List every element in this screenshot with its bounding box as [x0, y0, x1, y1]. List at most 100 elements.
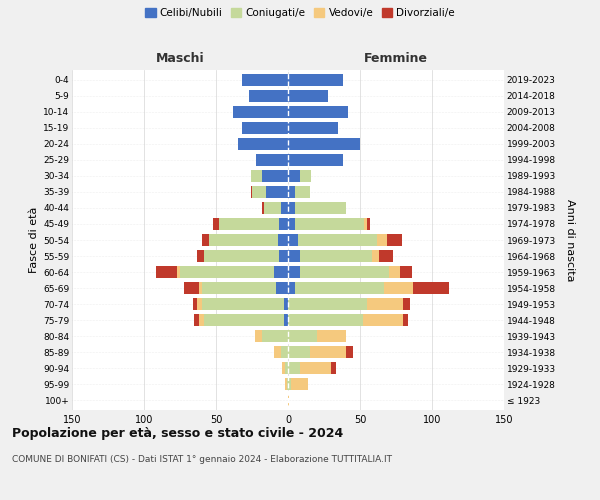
- Bar: [363, 314, 403, 326]
- Y-axis label: Fasce di età: Fasce di età: [29, 207, 39, 273]
- Bar: [346, 346, 353, 358]
- Bar: [199, 282, 202, 294]
- Bar: [202, 282, 277, 294]
- Bar: [288, 138, 360, 150]
- Bar: [202, 298, 284, 310]
- Bar: [251, 186, 252, 198]
- Bar: [249, 90, 288, 102]
- Bar: [155, 266, 177, 278]
- Bar: [242, 122, 288, 134]
- Bar: [288, 314, 363, 326]
- Bar: [364, 218, 367, 230]
- Bar: [295, 202, 346, 214]
- Legend: Celibi/Nubili, Coniugati/e, Vedovi/e, Divorziali/e: Celibi/Nubili, Coniugati/e, Vedovi/e, Di…: [145, 8, 455, 18]
- Bar: [177, 266, 180, 278]
- Bar: [288, 362, 299, 374]
- Bar: [288, 234, 298, 246]
- Bar: [403, 298, 410, 310]
- Bar: [284, 314, 288, 326]
- Bar: [284, 298, 288, 310]
- Bar: [310, 346, 346, 358]
- Bar: [288, 250, 299, 262]
- Bar: [238, 138, 288, 150]
- Text: COMUNE DI BONIFATI (CS) - Dati ISTAT 1° gennaio 2024 - Elaborazione TUTTITALIA.I: COMUNE DI BONIFATI (CS) - Dati ISTAT 1° …: [12, 455, 392, 464]
- Bar: [202, 234, 209, 246]
- Bar: [282, 362, 285, 374]
- Bar: [199, 314, 205, 326]
- Bar: [262, 170, 288, 182]
- Bar: [280, 250, 288, 262]
- Bar: [288, 394, 289, 406]
- Bar: [288, 186, 295, 198]
- Bar: [288, 282, 295, 294]
- Bar: [288, 122, 338, 134]
- Bar: [278, 234, 288, 246]
- Bar: [413, 282, 449, 294]
- Bar: [274, 346, 281, 358]
- Bar: [197, 250, 205, 262]
- Bar: [288, 346, 310, 358]
- Bar: [277, 282, 288, 294]
- Bar: [295, 282, 385, 294]
- Bar: [251, 170, 262, 182]
- Bar: [389, 266, 400, 278]
- Bar: [287, 378, 288, 390]
- Bar: [299, 170, 311, 182]
- Bar: [205, 250, 280, 262]
- Bar: [371, 250, 379, 262]
- Bar: [295, 186, 310, 198]
- Bar: [299, 250, 371, 262]
- Bar: [184, 282, 199, 294]
- Bar: [288, 298, 367, 310]
- Bar: [285, 378, 287, 390]
- Bar: [291, 378, 308, 390]
- Bar: [256, 154, 288, 166]
- Bar: [331, 362, 335, 374]
- Bar: [367, 298, 403, 310]
- Text: Popolazione per età, sesso e stato civile - 2024: Popolazione per età, sesso e stato civil…: [12, 428, 343, 440]
- Bar: [288, 90, 328, 102]
- Bar: [274, 266, 288, 278]
- Bar: [180, 266, 274, 278]
- Bar: [400, 266, 412, 278]
- Bar: [197, 298, 202, 310]
- Y-axis label: Anni di nascita: Anni di nascita: [565, 198, 575, 281]
- Bar: [288, 202, 295, 214]
- Bar: [288, 74, 343, 86]
- Bar: [298, 234, 377, 246]
- Bar: [288, 266, 299, 278]
- Bar: [288, 106, 349, 118]
- Bar: [219, 218, 280, 230]
- Bar: [281, 346, 288, 358]
- Bar: [194, 314, 199, 326]
- Bar: [317, 330, 346, 342]
- Text: Maschi: Maschi: [155, 52, 205, 65]
- Bar: [299, 266, 389, 278]
- Bar: [252, 186, 266, 198]
- Bar: [193, 298, 197, 310]
- Bar: [213, 218, 219, 230]
- Bar: [288, 330, 317, 342]
- Bar: [385, 282, 413, 294]
- Bar: [379, 250, 393, 262]
- Bar: [288, 170, 299, 182]
- Bar: [255, 330, 262, 342]
- Bar: [209, 234, 278, 246]
- Bar: [262, 202, 263, 214]
- Bar: [242, 74, 288, 86]
- Bar: [288, 218, 295, 230]
- Bar: [205, 314, 284, 326]
- Bar: [266, 186, 288, 198]
- Bar: [288, 154, 343, 166]
- Bar: [367, 218, 370, 230]
- Bar: [262, 330, 288, 342]
- Bar: [263, 202, 281, 214]
- Bar: [299, 362, 331, 374]
- Text: Femmine: Femmine: [364, 52, 428, 65]
- Bar: [377, 234, 388, 246]
- Bar: [285, 362, 288, 374]
- Bar: [233, 106, 288, 118]
- Bar: [388, 234, 402, 246]
- Bar: [280, 218, 288, 230]
- Bar: [288, 378, 291, 390]
